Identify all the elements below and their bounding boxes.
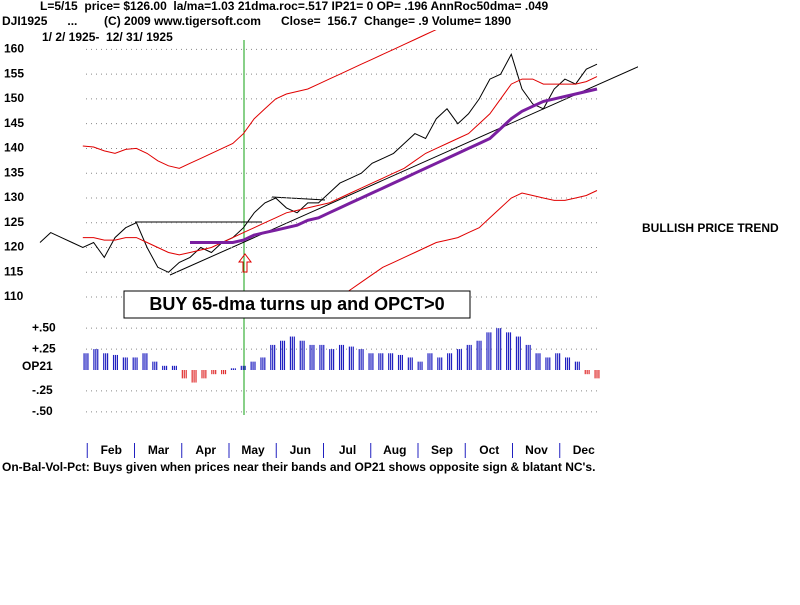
signal-box: [123, 290, 471, 319]
x-tick-label: Jun: [290, 443, 311, 457]
date-range: 1/ 2/ 1925- 12/ 31/ 1925: [42, 30, 173, 44]
x-tick-label: Aug: [383, 443, 406, 457]
annotations: [135, 66, 638, 276]
series-line: [39, 53, 598, 273]
y-tick-label: 155: [4, 66, 24, 80]
side-note: BULLISH PRICE TREND: [642, 221, 779, 235]
x-tick-label: Dec: [573, 443, 595, 457]
y-tick-label: 115: [4, 264, 24, 278]
x-tick-label: Oct: [479, 443, 499, 457]
header-line: DJI1925 ... (C) 2009 www.tigersoft.com C…: [2, 14, 512, 28]
y-tick-label: 130: [4, 190, 24, 204]
trend-line: [169, 66, 638, 276]
x-tick-label: Jul: [339, 443, 356, 457]
header-line: L=5/15 price= $126.00 la/ma=1.03 21dma.r…: [40, 0, 549, 13]
x-tick-label: Mar: [148, 443, 170, 457]
y-tick-label: +.25: [32, 341, 56, 355]
resistance-line: [271, 196, 326, 201]
series-line: [336, 190, 598, 298]
y-tick-label: 125: [4, 215, 24, 229]
axis-label: OP21: [22, 359, 53, 373]
x-tick-label: Sep: [431, 443, 453, 457]
y-tick-label: 135: [4, 165, 24, 179]
y-tick-label: 120: [4, 240, 24, 254]
signal-text: BUY 65-dma turns up and OPCT>0: [149, 294, 444, 314]
y-tick-label: 150: [4, 91, 24, 105]
y-tick-label: -.25: [32, 383, 53, 397]
x-tick-label: May: [241, 443, 265, 457]
series-line: [190, 87, 598, 244]
x-tick-label: Apr: [195, 443, 216, 457]
series-line: [82, 30, 437, 169]
y-tick-label: +.50: [32, 320, 56, 334]
y-tick-label: 110: [4, 289, 24, 303]
buy-arrow: [238, 253, 252, 273]
y-tick-label: 145: [4, 116, 24, 130]
y-tick-label: 160: [4, 42, 24, 56]
y-tick-label: 140: [4, 141, 24, 155]
footer: On-Bal-Vol-Pct: Buys given when prices n…: [2, 460, 595, 474]
x-tick-label: Feb: [101, 443, 122, 457]
x-tick-label: Nov: [525, 443, 548, 457]
series-line: [82, 76, 598, 256]
y-tick-label: -.50: [32, 404, 53, 418]
plot-area: [39, 30, 598, 298]
